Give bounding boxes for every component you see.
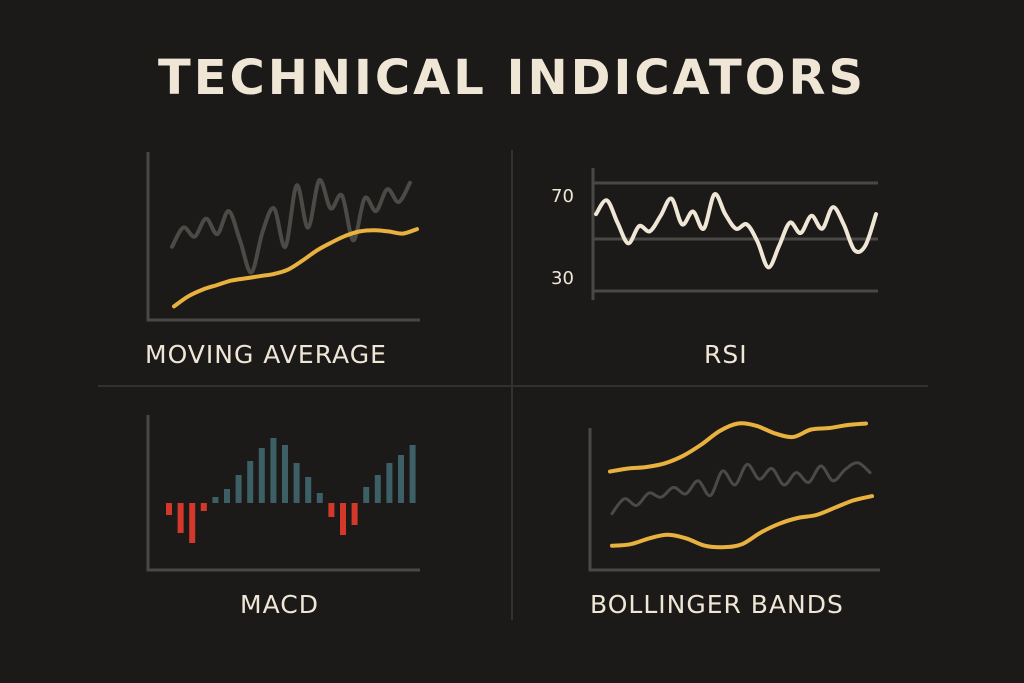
bollinger-bands-label: BOLLINGER BANDS xyxy=(590,590,844,619)
macd-chart xyxy=(146,415,420,572)
macd-bar xyxy=(363,487,370,503)
bb-lower-band xyxy=(610,494,874,550)
macd-bar xyxy=(351,503,358,525)
macd-bar xyxy=(166,503,172,515)
macd-bar xyxy=(200,503,207,511)
macd-bar xyxy=(328,503,335,517)
moving-average-label: MOVING AVERAGE xyxy=(145,340,387,369)
rsi-tick-30: 30 xyxy=(551,268,574,289)
horizontal-divider xyxy=(98,385,928,387)
macd-bar xyxy=(398,455,404,503)
macd-label: MACD xyxy=(240,590,319,619)
rsi-tick-70: 70 xyxy=(551,186,574,207)
macd-bar xyxy=(247,461,254,503)
macd-bar xyxy=(340,503,346,535)
macd-bar xyxy=(409,445,416,503)
ma-average-line xyxy=(172,227,419,309)
macd-axis xyxy=(146,415,420,572)
ma-axis xyxy=(146,152,420,322)
vertical-divider xyxy=(511,150,513,620)
macd-bar xyxy=(258,448,265,503)
rsi-label: RSI xyxy=(704,340,748,369)
macd-bar xyxy=(293,463,300,503)
macd-bar xyxy=(386,463,393,503)
macd-bar xyxy=(305,477,312,503)
macd-bar xyxy=(212,497,219,503)
macd-bar xyxy=(270,438,277,503)
macd-bar xyxy=(177,503,184,533)
bb-upper-band xyxy=(608,421,868,474)
macd-bar xyxy=(189,503,196,543)
macd-bar xyxy=(235,475,242,503)
macd-bar xyxy=(316,493,323,503)
bb-axis xyxy=(588,428,880,572)
macd-bar xyxy=(374,475,381,503)
moving-average-chart xyxy=(146,152,420,322)
rsi-chart xyxy=(591,168,878,300)
macd-bar xyxy=(282,445,288,503)
page-title: TECHNICAL INDICATORS xyxy=(157,50,867,106)
bb-price-line xyxy=(610,461,872,516)
bollinger-bands-chart xyxy=(588,421,880,572)
macd-bar xyxy=(224,489,230,503)
rsi-line xyxy=(594,192,878,270)
ma-price-line xyxy=(170,178,412,275)
